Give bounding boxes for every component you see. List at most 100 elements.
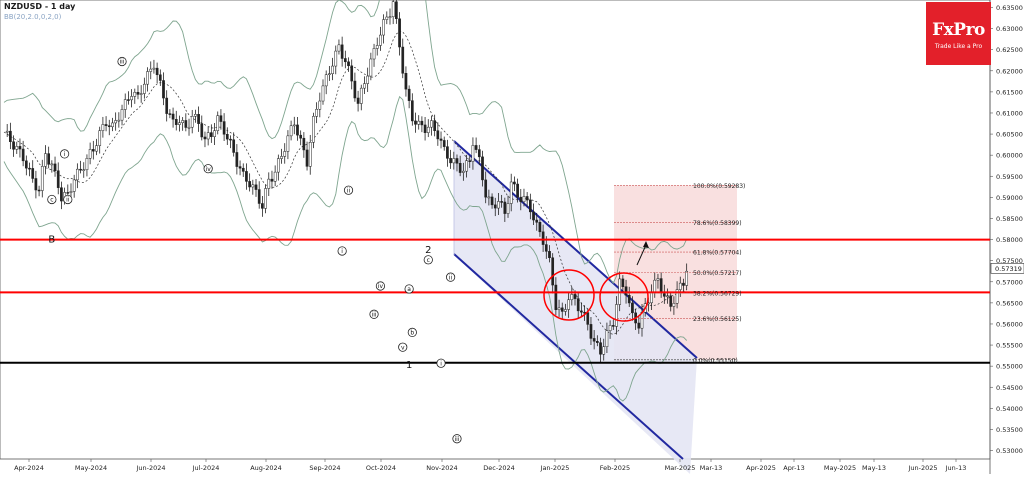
x-tick-label: Mar-2025 bbox=[665, 464, 696, 472]
candle-body bbox=[127, 99, 130, 101]
candle-body bbox=[328, 73, 331, 75]
candle-body bbox=[9, 130, 12, 142]
candle-body bbox=[379, 34, 382, 46]
candle-body bbox=[532, 211, 535, 221]
candle-body bbox=[615, 304, 618, 327]
wave-label-circle bbox=[436, 358, 446, 368]
candle-body bbox=[139, 93, 143, 95]
candle-body bbox=[31, 168, 35, 179]
y-tick-label: 0.59500 bbox=[996, 173, 1023, 181]
y-tick-label: 0.57500 bbox=[996, 257, 1023, 265]
candle-body bbox=[312, 116, 315, 143]
candle-body bbox=[650, 292, 653, 304]
candle-body bbox=[465, 160, 468, 172]
wave-label-circle bbox=[117, 56, 127, 67]
candle-body bbox=[471, 145, 475, 162]
candle-body bbox=[433, 120, 436, 131]
candle-body bbox=[308, 142, 312, 167]
candle-body bbox=[525, 196, 529, 201]
candle-body bbox=[324, 74, 328, 87]
candle-body bbox=[544, 244, 548, 252]
x-tick-label: Jan-2025 bbox=[540, 464, 570, 472]
x-tick-label: Apr-2024 bbox=[14, 464, 44, 472]
candle-body bbox=[238, 166, 242, 169]
candle-body bbox=[251, 184, 255, 188]
x-tick-label: Jul-2024 bbox=[192, 464, 220, 472]
candle-body bbox=[420, 120, 424, 126]
candle-body bbox=[576, 298, 580, 312]
candle-body bbox=[631, 302, 634, 314]
candle-body bbox=[611, 325, 615, 327]
candle-body bbox=[15, 146, 19, 150]
candle-body bbox=[391, 1, 395, 18]
y-tick-label: 0.53500 bbox=[996, 426, 1023, 434]
candle-body bbox=[388, 16, 392, 19]
candle-body bbox=[213, 130, 216, 137]
candle-body bbox=[203, 136, 207, 140]
candle-body bbox=[133, 91, 137, 97]
x-tick-label: Nov-2024 bbox=[426, 464, 457, 472]
candle-body bbox=[37, 189, 41, 192]
y-tick-label: 0.61000 bbox=[996, 109, 1023, 117]
candle-body bbox=[331, 65, 334, 74]
y-tick-label: 0.56500 bbox=[996, 299, 1023, 307]
candle-body bbox=[513, 181, 516, 185]
wave-label: ii bbox=[347, 187, 351, 194]
candle-body bbox=[267, 178, 271, 189]
candle-body bbox=[315, 108, 318, 117]
candle-body bbox=[548, 251, 551, 258]
candle-body bbox=[369, 58, 373, 77]
candle-body bbox=[426, 126, 430, 133]
candle-body bbox=[407, 88, 411, 101]
fib-level-label: 61.8%(0.57704) bbox=[693, 250, 742, 257]
candle-body bbox=[28, 167, 31, 170]
candle-body bbox=[506, 203, 510, 214]
channel-upper-line bbox=[453, 140, 698, 359]
wave-label: c bbox=[427, 257, 430, 264]
candle-body bbox=[627, 295, 631, 304]
candle-body bbox=[621, 278, 625, 287]
wave-label: iii bbox=[454, 436, 459, 443]
candle-body bbox=[458, 163, 462, 173]
candle-body bbox=[487, 196, 491, 199]
candle-body bbox=[299, 134, 303, 139]
candle-body bbox=[200, 123, 204, 138]
candle-body bbox=[66, 192, 70, 194]
candle-body bbox=[114, 120, 118, 124]
candle-body bbox=[343, 58, 347, 63]
candle-body bbox=[210, 132, 213, 137]
candle-body bbox=[401, 46, 405, 74]
candle-body bbox=[398, 18, 401, 48]
candle-body bbox=[318, 100, 322, 110]
y-tick-label: 0.58000 bbox=[996, 236, 1023, 244]
candle-body bbox=[414, 120, 417, 125]
candle-body bbox=[235, 152, 239, 167]
candle-body bbox=[449, 158, 452, 164]
candle-body bbox=[47, 153, 51, 165]
y-tick-label: 0.58500 bbox=[996, 215, 1023, 223]
wave-label-circle bbox=[47, 194, 57, 205]
candle-body bbox=[474, 145, 478, 150]
x-tick-label: Oct-2024 bbox=[366, 464, 396, 472]
fib-level-label: 23.6%(0.56125) bbox=[693, 316, 742, 323]
candle-body bbox=[88, 149, 92, 159]
candle-body bbox=[529, 199, 532, 213]
candle-body bbox=[162, 80, 165, 99]
candle-body bbox=[158, 74, 162, 81]
candle-body bbox=[580, 310, 583, 313]
y-tick-label: 0.53000 bbox=[996, 447, 1023, 455]
candle-body bbox=[248, 181, 251, 188]
projection-arrow-head bbox=[643, 241, 649, 248]
candle-body bbox=[245, 171, 248, 182]
candle-body bbox=[98, 130, 102, 146]
candle-body bbox=[206, 132, 210, 140]
candle-body bbox=[484, 179, 488, 198]
candle-body bbox=[276, 158, 280, 173]
wave-label: i bbox=[440, 360, 442, 367]
highlight-circle-left bbox=[543, 269, 595, 321]
candle-body bbox=[567, 299, 570, 310]
fib-level-label: 100.0%(0.59283) bbox=[693, 183, 745, 190]
x-tick-label: Jun-2024 bbox=[135, 464, 165, 472]
candle-body bbox=[685, 270, 689, 286]
